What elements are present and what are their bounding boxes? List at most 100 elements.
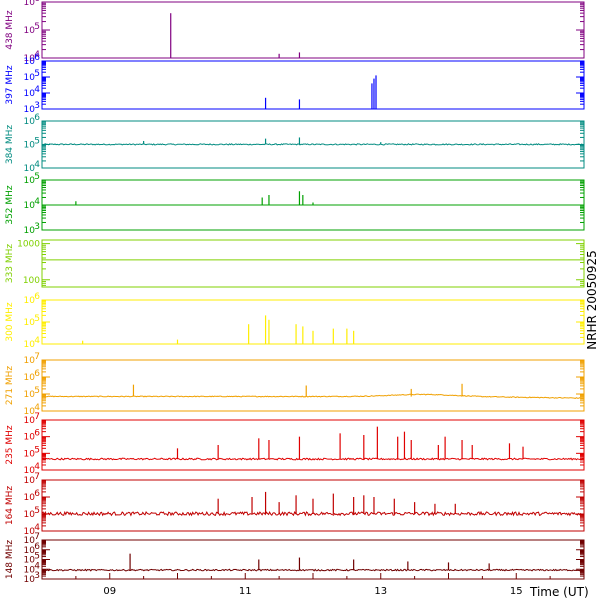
y-tick-label: 10 <box>24 356 36 366</box>
x-axis-label: Time (UT) <box>529 585 589 599</box>
y-tick-exponent: 6 <box>34 113 40 123</box>
panel-frequency-label: 352 MHz <box>5 185 15 225</box>
y-tick-label: 10 <box>24 57 36 67</box>
y-tick-label: 10 <box>24 575 36 585</box>
y-tick-label: 10 <box>24 26 36 36</box>
y-tick-exponent: 3 <box>34 571 40 581</box>
y-tick-label: 10 <box>24 433 36 443</box>
y-tick-label: 10 <box>24 546 36 556</box>
y-tick-label: 10 <box>24 407 36 417</box>
y-tick-exponent: 6 <box>34 429 40 439</box>
y-tick-exponent: 4 <box>34 160 40 170</box>
y-tick-label: 10 <box>24 226 36 236</box>
y-tick-label: 10 <box>24 466 36 476</box>
y-tick-label: 10 <box>24 117 36 127</box>
y-tick-exponent: 7 <box>34 352 40 362</box>
y-tick-exponent: 5 <box>34 445 40 455</box>
y-tick-exponent: 3 <box>34 101 40 111</box>
y-tick-label: 10 <box>24 416 36 426</box>
y-tick-exponent: 4 <box>34 197 40 207</box>
y-tick-label: 100 <box>23 276 40 286</box>
panel-frequency-label: 148 MHz <box>5 540 15 580</box>
y-tick-exponent: 6 <box>34 542 40 552</box>
panel-438-mhz: 104105106438 MHz <box>5 0 585 64</box>
series-line <box>41 568 585 572</box>
y-tick-label: 10 <box>24 296 36 306</box>
panel-frame <box>41 419 585 471</box>
panel-frequency-label: 397 MHz <box>5 65 15 105</box>
y-tick-exponent: 5 <box>34 69 40 79</box>
x-tick-label: 15 <box>510 586 523 597</box>
y-tick-label: 10 <box>24 54 36 64</box>
panel-frequency-label: 300 MHz <box>5 302 15 342</box>
y-tick-label: 10 <box>24 556 36 566</box>
y-tick-exponent: 7 <box>34 472 40 482</box>
y-tick-label: 10 <box>24 565 36 575</box>
y-tick-exponent: 4 <box>34 561 40 571</box>
y-tick-exponent: 4 <box>34 336 40 346</box>
y-tick-label: 10 <box>24 201 36 211</box>
panel-frequency-label: 333 MHz <box>5 244 15 284</box>
y-tick-exponent: 6 <box>34 292 40 302</box>
y-tick-exponent: 3 <box>34 222 40 232</box>
y-tick-label: 10 <box>24 0 36 8</box>
y-tick-exponent: 4 <box>34 462 40 472</box>
y-tick-label: 10 <box>24 105 36 115</box>
y-tick-exponent: 6 <box>34 489 40 499</box>
panel-frequency-label: 384 MHz <box>5 125 15 165</box>
y-tick-label: 10 <box>24 536 36 546</box>
y-tick-label: 1000 <box>17 240 40 250</box>
y-tick-label: 10 <box>24 390 36 400</box>
y-tick-exponent: 6 <box>34 53 40 63</box>
y-tick-exponent: 7 <box>34 532 40 542</box>
y-tick-exponent: 4 <box>34 403 40 413</box>
panel-frequency-label: 235 MHz <box>5 425 15 465</box>
y-tick-label: 10 <box>24 527 36 537</box>
panel-frame <box>41 1 585 59</box>
panel-frequency-label: 438 MHz <box>5 10 15 50</box>
y-tick-exponent: 5 <box>34 22 40 32</box>
y-tick-label: 10 <box>24 449 36 459</box>
y-tick-exponent: 6 <box>34 0 40 4</box>
y-tick-label: 10 <box>24 176 36 186</box>
x-tick-label: 09 <box>103 586 116 597</box>
y-tick-exponent: 5 <box>34 172 40 182</box>
panel-frequency-label: 164 MHz <box>5 486 15 526</box>
y-tick-label: 10 <box>24 373 36 383</box>
x-tick-label: 13 <box>374 586 387 597</box>
y-tick-label: 10 <box>24 318 36 328</box>
y-tick-exponent: 6 <box>34 369 40 379</box>
y-tick-label: 10 <box>24 73 36 83</box>
panel-frequency-label: 271 MHz <box>5 366 15 406</box>
series-line <box>42 457 585 461</box>
y-tick-label: 10 <box>24 141 36 151</box>
y-tick-label: 10 <box>24 476 36 486</box>
y-tick-label: 10 <box>24 493 36 503</box>
y-tick-label: 10 <box>24 340 36 350</box>
series-line <box>41 143 585 146</box>
y-tick-exponent: 5 <box>34 137 40 147</box>
y-tick-exponent: 5 <box>34 314 40 324</box>
y-tick-exponent: 7 <box>34 412 40 422</box>
x-axis-ticks: 09 11 13 15 <box>41 573 585 597</box>
y-tick-label: 10 <box>24 510 36 520</box>
station-date-label: NRHR 20050925 <box>585 250 599 350</box>
y-tick-exponent: 5 <box>34 386 40 396</box>
y-tick-exponent: 4 <box>34 85 40 95</box>
x-tick-label: 11 <box>239 586 252 597</box>
panel-frame <box>41 60 585 110</box>
y-tick-label: 10 <box>24 89 36 99</box>
y-tick-label: 10 <box>24 164 36 174</box>
series-line <box>41 393 585 399</box>
